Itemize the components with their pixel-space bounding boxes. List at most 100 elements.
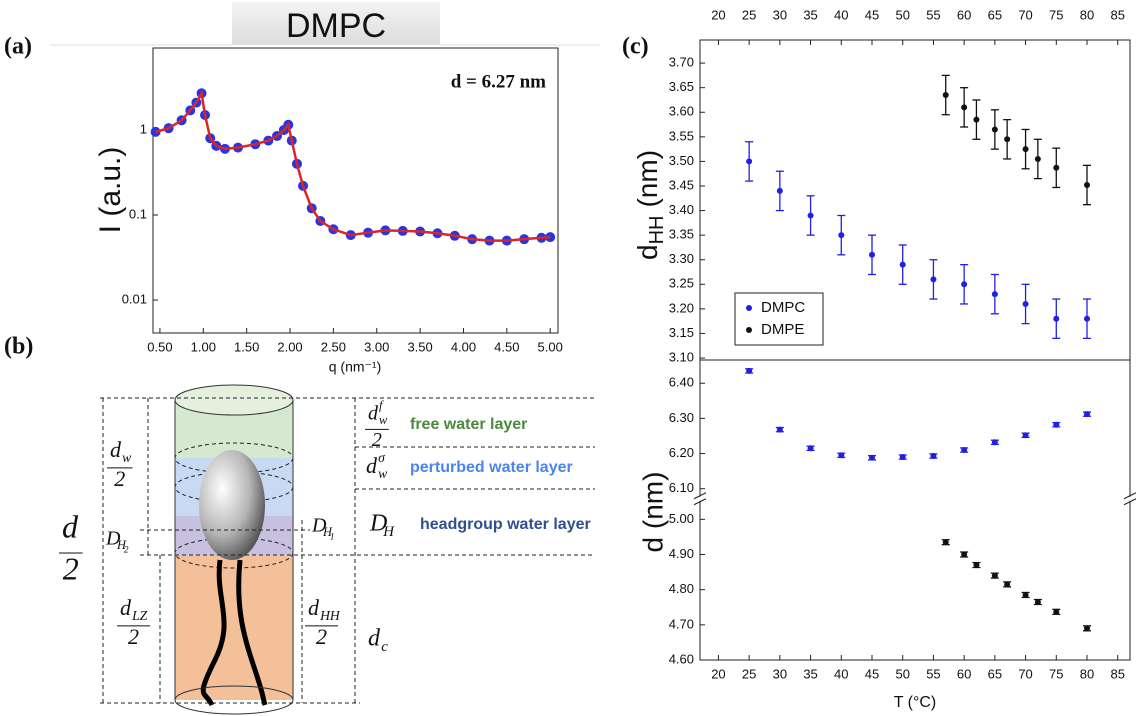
y-tick-label: 3.60 <box>669 104 694 119</box>
data-point <box>1022 146 1029 153</box>
y-tick-label: 4.60 <box>669 651 694 666</box>
y-label-part: d <box>632 244 663 260</box>
y-tick-label: 0.1 <box>129 206 147 221</box>
x-tick-label: 85 <box>1110 7 1124 22</box>
data-point <box>1022 591 1029 598</box>
panel-label: (b) <box>4 334 33 360</box>
data-point <box>1053 164 1060 171</box>
chart: 3.10 3.15 3.20 3.25 3.30 3.35 3.40 3.45 3.50 3.55… <box>669 7 1131 364</box>
axis-break <box>693 498 707 506</box>
x-tick-label: 55 <box>926 666 940 681</box>
panel-label: (a) <box>4 34 32 60</box>
plot-frame <box>699 359 1131 661</box>
data-point <box>1053 421 1060 428</box>
x-tick-label: 40 <box>834 7 848 22</box>
data-point <box>1084 625 1090 632</box>
lipid-tail <box>200 559 227 707</box>
x-tick-label: 2.00 <box>277 339 302 354</box>
math-symbol: D <box>105 528 121 550</box>
data-point <box>899 454 906 461</box>
x-tick-label: 60 <box>957 666 971 681</box>
axis-break-gap <box>1127 496 1133 501</box>
y-axis-label: I (a.u.) <box>94 147 127 234</box>
math-denominator: 2 <box>316 624 327 649</box>
plot-frame <box>152 47 559 334</box>
x-axis-label: q (nm⁻¹) <box>329 359 382 375</box>
data-point <box>991 572 998 579</box>
data-point <box>1004 136 1011 143</box>
y-axis-label: d (nm) <box>637 472 668 553</box>
title-box <box>232 2 440 45</box>
x-tick-label: 45 <box>865 7 879 22</box>
panel-label: (c) <box>622 34 649 60</box>
math-symbol: d <box>368 626 381 652</box>
y-tick-label: 0.01 <box>122 292 147 307</box>
math-subscript: H <box>322 525 333 539</box>
y-tick-label: 6.40 <box>669 375 694 390</box>
y-tick-label: 3.55 <box>669 128 694 143</box>
x-tick-label: 70 <box>1018 7 1032 22</box>
x-tick-label: 1.00 <box>191 339 216 354</box>
math-denominator: 2 <box>128 624 139 649</box>
data-point <box>1084 411 1090 418</box>
math-subscript: H <box>382 524 395 540</box>
y-label-sub: HH <box>646 216 668 245</box>
math-symbol: d <box>308 595 320 620</box>
math-symbol: D <box>369 511 387 537</box>
y-tick-label: 3.25 <box>669 276 694 291</box>
data-point <box>776 426 783 433</box>
x-tick-label: 30 <box>773 7 787 22</box>
x-tick-label: 1.50 <box>234 339 259 354</box>
chart-title: DMPC <box>286 7 386 45</box>
x-tick-label: 3.00 <box>364 339 389 354</box>
x-tick-label: 45 <box>865 666 879 681</box>
y-tick-label: 6.20 <box>669 445 694 460</box>
data-point <box>807 212 814 219</box>
x-tick-label: 5.00 <box>538 339 563 354</box>
x-tick-label: 85 <box>1110 666 1124 681</box>
data-point <box>991 439 998 446</box>
x-tick-label: 0.50 <box>147 339 172 354</box>
x-tick-label: 4.00 <box>451 339 476 354</box>
math-subscript: H <box>116 538 127 552</box>
data-point <box>942 539 949 546</box>
y-tick-label: 5.00 <box>669 511 694 526</box>
x-tick-label: 4.50 <box>494 339 519 354</box>
legend-marker <box>746 327 752 333</box>
y-tick-label: 1 <box>140 121 147 136</box>
data-point <box>961 104 968 111</box>
data-point <box>991 126 998 133</box>
x-tick-label: 50 <box>895 7 909 22</box>
data-point <box>869 251 875 258</box>
data-point <box>1034 598 1041 605</box>
lipid-tail <box>236 559 268 706</box>
math-subscript: 1 <box>330 533 335 543</box>
data-point <box>1053 315 1060 322</box>
math-subscript: w <box>122 450 131 465</box>
x-tick-label: 50 <box>895 666 909 681</box>
legend-label: DMPE <box>761 321 804 338</box>
layer-label: headgroup water layer <box>420 516 591 533</box>
data-point <box>961 551 968 558</box>
math-symbol: d <box>62 508 79 544</box>
legend-label: DMPC <box>761 299 805 316</box>
y-tick-label: 4.70 <box>669 616 694 631</box>
x-tick-label: 70 <box>1018 666 1032 681</box>
data-point <box>991 291 998 298</box>
x-tick-label: 35 <box>803 666 817 681</box>
y-tick-label: 3.50 <box>669 153 694 168</box>
data-point <box>1022 432 1029 439</box>
data-point <box>973 116 980 123</box>
math-subscript: LZ <box>131 608 148 623</box>
x-tick-label: 75 <box>1049 666 1063 681</box>
data-point <box>1084 182 1090 189</box>
axis-break <box>1123 492 1137 500</box>
data-point <box>807 445 814 452</box>
data-point <box>838 232 845 239</box>
math-superscript: f <box>379 398 384 412</box>
y-tick-label: 3.35 <box>669 227 694 242</box>
y-tick-label: 6.30 <box>669 410 694 425</box>
y-tick-label: 4.90 <box>669 546 694 561</box>
math-subscript: w <box>379 413 388 427</box>
x-tick-label: 60 <box>957 7 971 22</box>
